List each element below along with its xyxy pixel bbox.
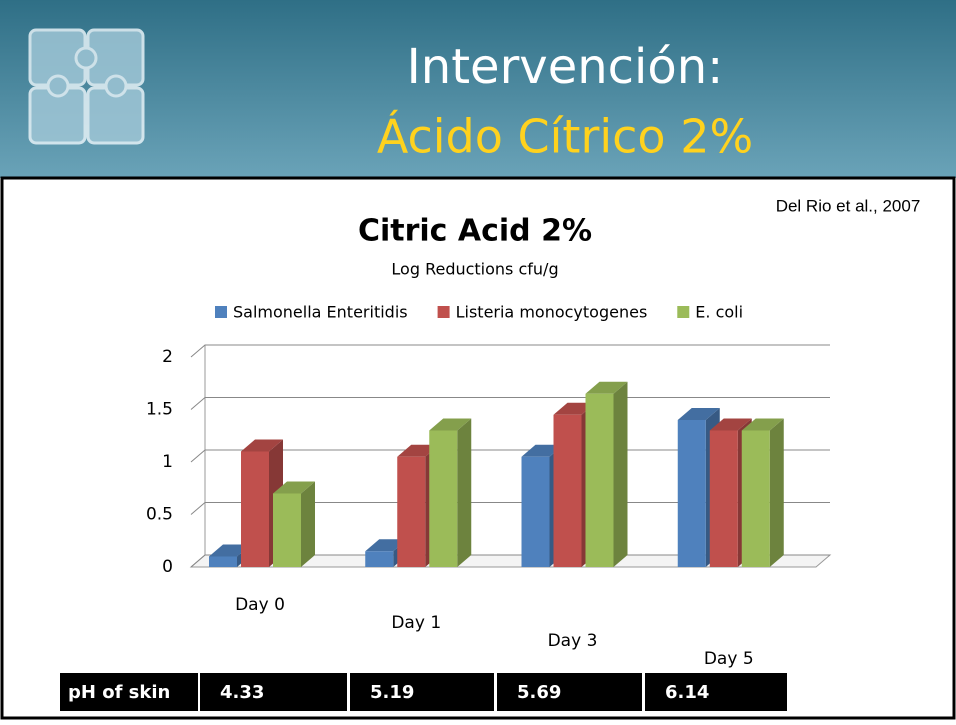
- bar: [365, 551, 394, 567]
- y-tick-label: 0.5: [146, 505, 173, 525]
- bar-side: [769, 418, 784, 567]
- bar-top: [429, 418, 472, 431]
- y-tick-label: 1: [162, 452, 173, 472]
- bar-side: [301, 481, 315, 567]
- x-tick-label: Day 0: [235, 595, 285, 615]
- x-tick-label: Day 1: [391, 613, 441, 633]
- bar-top: [241, 439, 283, 452]
- bar-top: [365, 539, 408, 552]
- chart-subtitle: Log Reductions cfu/g: [391, 260, 558, 279]
- bar-top: [397, 444, 440, 457]
- bar: [273, 493, 301, 567]
- legend-label: Listeria monocytogenes: [456, 303, 648, 322]
- legend-swatch: [677, 306, 690, 318]
- bar: [677, 420, 706, 567]
- grid-line: [190, 344, 830, 358]
- bar: [521, 456, 550, 567]
- bar-top: [741, 418, 784, 431]
- legend-swatch: [215, 306, 227, 318]
- table-value: 5.19: [370, 682, 414, 703]
- y-tick-label: 2: [162, 347, 173, 367]
- legend-swatch: [437, 306, 450, 318]
- bar-top: [209, 544, 251, 557]
- citation: Del Rio et al., 2007: [776, 196, 921, 215]
- table-cell: [497, 673, 642, 711]
- table-label: pH of skin: [68, 682, 170, 703]
- bar: [241, 451, 269, 567]
- x-tick-label: Day 3: [548, 631, 598, 651]
- table-value: 4.33: [220, 682, 264, 703]
- table-value: 6.14: [665, 682, 709, 703]
- header-band: [0, 0, 956, 178]
- bar-top: [553, 402, 596, 415]
- table-value: 5.69: [517, 682, 561, 703]
- bar: [741, 430, 770, 567]
- slide-subtitle: Ácido Cítrico 2%: [377, 110, 753, 164]
- content-border: [0, 176, 956, 720]
- chart-title: Citric Acid 2%: [358, 214, 592, 249]
- bar: [397, 456, 426, 567]
- table-cell: [350, 673, 494, 711]
- bar-top: [709, 418, 752, 431]
- bar-top: [521, 444, 564, 457]
- bar-side: [613, 381, 628, 567]
- legend-label: E. coli: [695, 303, 743, 322]
- bar-top: [677, 408, 720, 420]
- table-cell: [60, 673, 198, 711]
- y-tick-label: 1.5: [146, 400, 173, 420]
- bar: [429, 430, 458, 567]
- y-tick-label: 0: [162, 557, 173, 577]
- bar-top: [273, 481, 315, 494]
- bar: [209, 556, 237, 567]
- bar: [709, 430, 738, 567]
- bar: [553, 414, 582, 567]
- bar-side: [457, 418, 472, 567]
- puzzle-icon: [28, 28, 145, 145]
- x-tick-label: Day 5: [704, 649, 754, 669]
- slide-title: Intervención:: [407, 39, 724, 95]
- table-cell: [645, 673, 787, 711]
- bar: [585, 393, 614, 567]
- table-cell: [200, 673, 347, 711]
- legend-label: Salmonella Enteritidis: [233, 303, 408, 322]
- bar-top: [585, 381, 628, 394]
